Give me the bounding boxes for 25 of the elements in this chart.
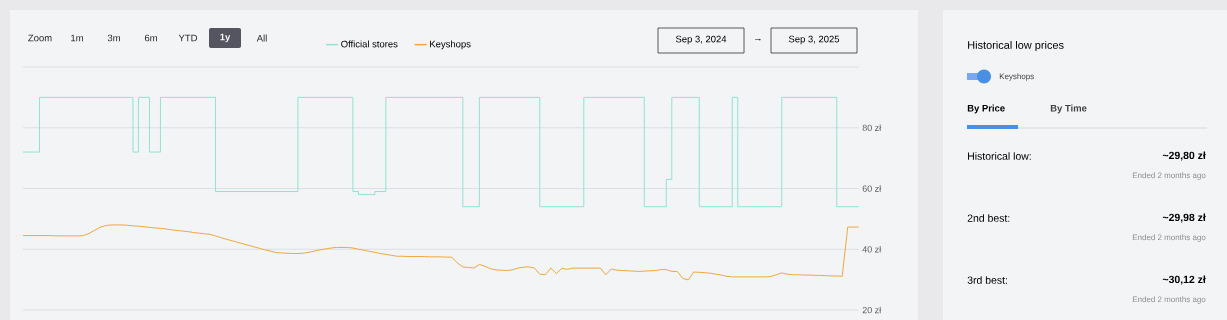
- text: 6m: [144, 34, 157, 42]
- text: 1y: [220, 33, 231, 43]
- text: Historical low:: [968, 152, 1031, 160]
- text: ~30,12 zł: [1162, 275, 1206, 285]
- y-tick-label: 60 zł: [862, 185, 882, 192]
- text: 3rd best:: [967, 276, 1007, 284]
- text: 2nd best:: [967, 214, 1010, 222]
- y-tick-label: 80 zł: [862, 124, 882, 132]
- text: Sep 3, 2025: [788, 35, 840, 45]
- legend-label: Keyshops: [430, 40, 471, 50]
- text: YTD: [178, 34, 198, 42]
- text: ~29,80 zł: [1162, 151, 1206, 161]
- y-tick-label: 40 zł: [862, 245, 882, 253]
- text: Historical low prices: [968, 40, 1064, 52]
- text: →: [755, 38, 761, 41]
- text: All: [256, 34, 267, 42]
- text: By Price: [967, 104, 1005, 114]
- y-tick-label: 20 zł: [862, 306, 882, 314]
- text: ~29,98 zł: [1162, 213, 1206, 223]
- legend-label: Official stores: [341, 40, 398, 48]
- text: Zoom: [28, 34, 52, 42]
- text: 1m: [71, 34, 83, 42]
- text: By Time: [1050, 104, 1087, 114]
- text: 3m: [107, 34, 120, 42]
- text: Sep 3, 2024: [675, 35, 727, 45]
